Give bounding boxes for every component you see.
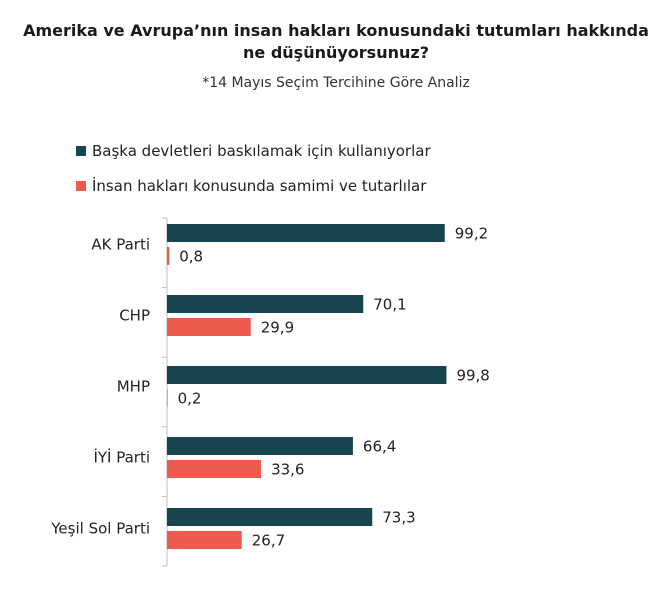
data-label: 0,8	[179, 248, 203, 266]
bar	[167, 366, 447, 384]
chart-title-line-2: ne düşünüyorsunuz?	[243, 43, 429, 62]
data-label: 70,1	[373, 296, 406, 314]
data-label: 33,6	[271, 461, 304, 479]
data-label: 99,2	[455, 225, 488, 243]
data-label: 0,2	[178, 390, 202, 408]
category-label: AK Parti	[91, 236, 150, 254]
legend-item-series-2: İnsan hakları konusunda samimi ve tutarl…	[76, 175, 426, 197]
category-label: CHP	[119, 307, 150, 325]
data-label: 66,4	[363, 438, 396, 456]
legend-label-series-1: Başka devletleri baskılamak için kullanı…	[92, 142, 431, 160]
bar	[167, 437, 353, 455]
data-label: 73,3	[382, 509, 415, 527]
category-label: Yeşil Sol Parti	[50, 520, 150, 538]
data-label: 99,8	[456, 367, 489, 385]
legend-swatch-series-2	[76, 181, 86, 191]
category-label: MHP	[117, 378, 150, 396]
data-label: 29,9	[261, 319, 294, 337]
chart-title-line-1: Amerika ve Avrupa’nın insan hakları konu…	[23, 21, 649, 40]
legend-swatch-series-1	[76, 146, 86, 156]
bar	[167, 460, 262, 478]
legend-label-series-2: İnsan hakları konusunda samimi ve tutarl…	[92, 177, 427, 195]
bar	[167, 295, 364, 313]
bar	[167, 389, 168, 407]
bar	[167, 224, 445, 242]
data-label: 26,7	[252, 532, 285, 550]
bar	[167, 508, 373, 526]
chart-subtitle: *14 Mayıs Seçim Tercihine Göre Analiz	[202, 75, 470, 91]
bar	[167, 247, 170, 265]
legend-item-series-1: Başka devletleri baskılamak için kullanı…	[76, 140, 431, 162]
category-label: İYİ Parti	[93, 448, 150, 467]
bar	[167, 531, 242, 549]
bar	[167, 318, 251, 336]
